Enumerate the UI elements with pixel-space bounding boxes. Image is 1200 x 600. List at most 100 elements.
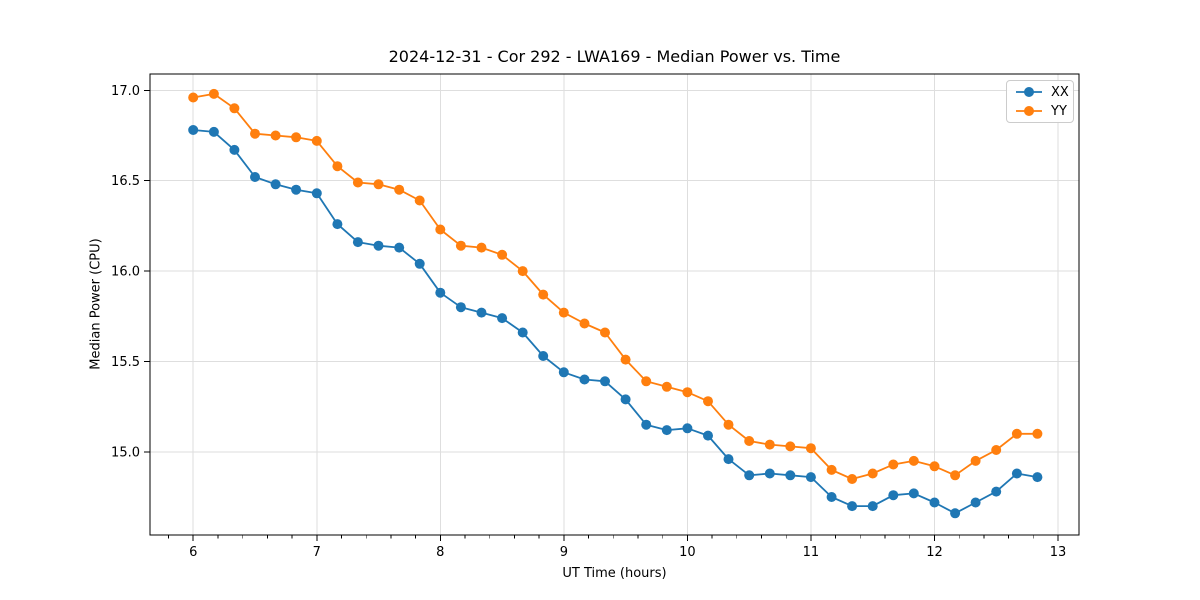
data-point bbox=[517, 266, 528, 277]
data-point bbox=[497, 249, 508, 260]
data-point bbox=[1032, 472, 1043, 483]
data-point bbox=[1032, 428, 1043, 439]
plot-frame bbox=[149, 73, 1080, 536]
data-point bbox=[888, 459, 899, 470]
data-point bbox=[332, 219, 343, 230]
y-tick-label: 15.5 bbox=[111, 355, 140, 370]
data-point bbox=[455, 302, 466, 313]
data-point bbox=[723, 419, 734, 430]
legend-label-xx: XX bbox=[1051, 84, 1069, 100]
legend-line-marker-yy-icon bbox=[1016, 106, 1042, 116]
data-point bbox=[352, 177, 363, 188]
chart-title: 2024-12-31 - Cor 292 - LWA169 - Median P… bbox=[388, 47, 841, 66]
data-point bbox=[250, 128, 260, 139]
legend[interactable]: XX YY bbox=[1006, 80, 1074, 123]
data-point bbox=[270, 179, 281, 190]
data-point bbox=[311, 188, 322, 199]
data-point bbox=[394, 184, 405, 195]
data-point bbox=[703, 430, 713, 441]
x-tick-label: 8 bbox=[436, 545, 444, 560]
data-point bbox=[538, 351, 549, 361]
y-tick-label: 16.5 bbox=[111, 174, 140, 189]
data-point bbox=[867, 501, 878, 512]
y-tick-label: 16.0 bbox=[111, 265, 140, 280]
legend-line-marker-xx-icon bbox=[1016, 87, 1042, 97]
data-point bbox=[867, 468, 878, 479]
data-point bbox=[373, 240, 384, 251]
x-tick-label: 6 bbox=[189, 545, 197, 560]
data-point bbox=[311, 135, 322, 146]
data-point bbox=[991, 486, 1002, 497]
data-point bbox=[970, 455, 981, 466]
y-tick-label: 17.0 bbox=[111, 84, 140, 99]
data-point bbox=[476, 242, 487, 253]
data-point bbox=[1011, 428, 1022, 439]
data-point bbox=[538, 289, 549, 300]
data-point bbox=[208, 88, 219, 99]
x-tick-label: 13 bbox=[1050, 545, 1067, 560]
data-point bbox=[517, 327, 528, 338]
data-point bbox=[558, 307, 569, 318]
data-point bbox=[435, 287, 446, 298]
y-tick-label: 15.0 bbox=[111, 445, 140, 460]
data-point bbox=[950, 470, 961, 481]
data-point bbox=[229, 103, 240, 114]
x-tick-label: 7 bbox=[313, 545, 321, 560]
legend-label-yy: YY bbox=[1051, 103, 1067, 119]
data-point bbox=[600, 327, 610, 338]
data-point bbox=[455, 240, 466, 251]
data-point bbox=[188, 92, 199, 103]
data-point bbox=[188, 125, 199, 135]
x-tick-label: 9 bbox=[560, 545, 568, 560]
data-point bbox=[723, 454, 734, 465]
series-line-yy bbox=[192, 93, 1039, 480]
x-axis-label: UT Time (hours) bbox=[562, 566, 667, 581]
data-point bbox=[970, 497, 981, 508]
data-point bbox=[908, 488, 919, 499]
y-axis-label: Median Power (CPU) bbox=[88, 238, 104, 370]
legend-item-xx[interactable]: XX bbox=[1014, 83, 1073, 101]
data-point bbox=[661, 381, 672, 392]
grid bbox=[150, 74, 1079, 535]
data-point bbox=[744, 470, 755, 481]
data-point bbox=[641, 419, 652, 430]
series-yy bbox=[188, 88, 1043, 484]
data-point bbox=[250, 172, 260, 182]
data-point bbox=[661, 425, 672, 436]
x-tick-label: 10 bbox=[679, 545, 696, 560]
data-point bbox=[394, 242, 405, 253]
data-point bbox=[414, 195, 425, 206]
x-tick-label: 11 bbox=[803, 545, 820, 560]
data-point bbox=[826, 492, 837, 502]
data-point bbox=[682, 423, 693, 434]
data-point bbox=[291, 184, 302, 195]
data-point bbox=[929, 461, 940, 472]
data-point bbox=[785, 470, 796, 481]
data-point bbox=[847, 501, 858, 512]
series-line-xx bbox=[192, 129, 1039, 515]
data-point bbox=[764, 468, 775, 479]
data-point bbox=[888, 490, 899, 501]
data-point bbox=[558, 367, 569, 378]
axis-ticks bbox=[144, 89, 1059, 541]
data-point bbox=[476, 307, 487, 318]
data-point bbox=[332, 161, 343, 172]
data-point bbox=[929, 497, 940, 508]
data-point bbox=[908, 455, 919, 466]
data-point bbox=[414, 258, 425, 269]
data-point bbox=[847, 474, 858, 484]
data-point bbox=[291, 132, 302, 143]
data-point bbox=[805, 472, 816, 483]
data-point bbox=[703, 396, 713, 407]
data-point bbox=[785, 441, 796, 452]
legend-item-yy[interactable]: YY bbox=[1014, 102, 1073, 120]
data-point bbox=[764, 439, 775, 450]
data-point bbox=[579, 318, 590, 329]
data-point bbox=[435, 224, 446, 235]
data-point bbox=[497, 313, 508, 324]
data-point bbox=[641, 376, 652, 387]
data-point bbox=[620, 354, 631, 365]
data-point bbox=[352, 237, 363, 248]
data-point bbox=[229, 144, 240, 155]
